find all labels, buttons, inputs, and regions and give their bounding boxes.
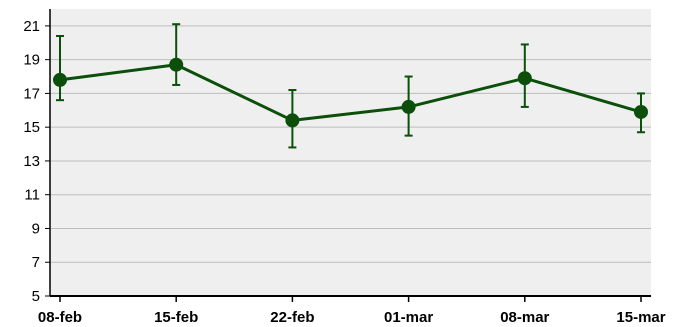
x-tick-label: 08-feb	[38, 309, 82, 326]
y-tick-label: 21	[23, 18, 40, 35]
y-tick-label: 9	[32, 220, 40, 237]
data-point	[401, 99, 416, 114]
plot-area	[50, 9, 651, 296]
series-line	[59, 63, 642, 122]
x-tick-label: 15-mar	[616, 309, 665, 326]
x-tick-label: 22-feb	[270, 309, 314, 326]
data-point	[634, 104, 648, 119]
y-tick-label: 13	[23, 153, 40, 170]
y-tick-label: 17	[23, 85, 40, 102]
x-tick-label: 15-feb	[154, 309, 198, 326]
y-tick-label: 19	[23, 52, 40, 69]
data-point	[53, 72, 67, 87]
data-point	[285, 113, 300, 128]
x-tick-label: 01-mar	[384, 309, 433, 326]
y-tick-label: 7	[32, 254, 40, 271]
y-tick-label: 15	[23, 119, 40, 136]
x-tick-label: 08-mar	[500, 309, 549, 326]
y-tick-label: 11	[24, 187, 40, 204]
y-tick-label: 5	[32, 288, 40, 305]
data-point	[169, 57, 184, 72]
data-point	[517, 71, 532, 86]
